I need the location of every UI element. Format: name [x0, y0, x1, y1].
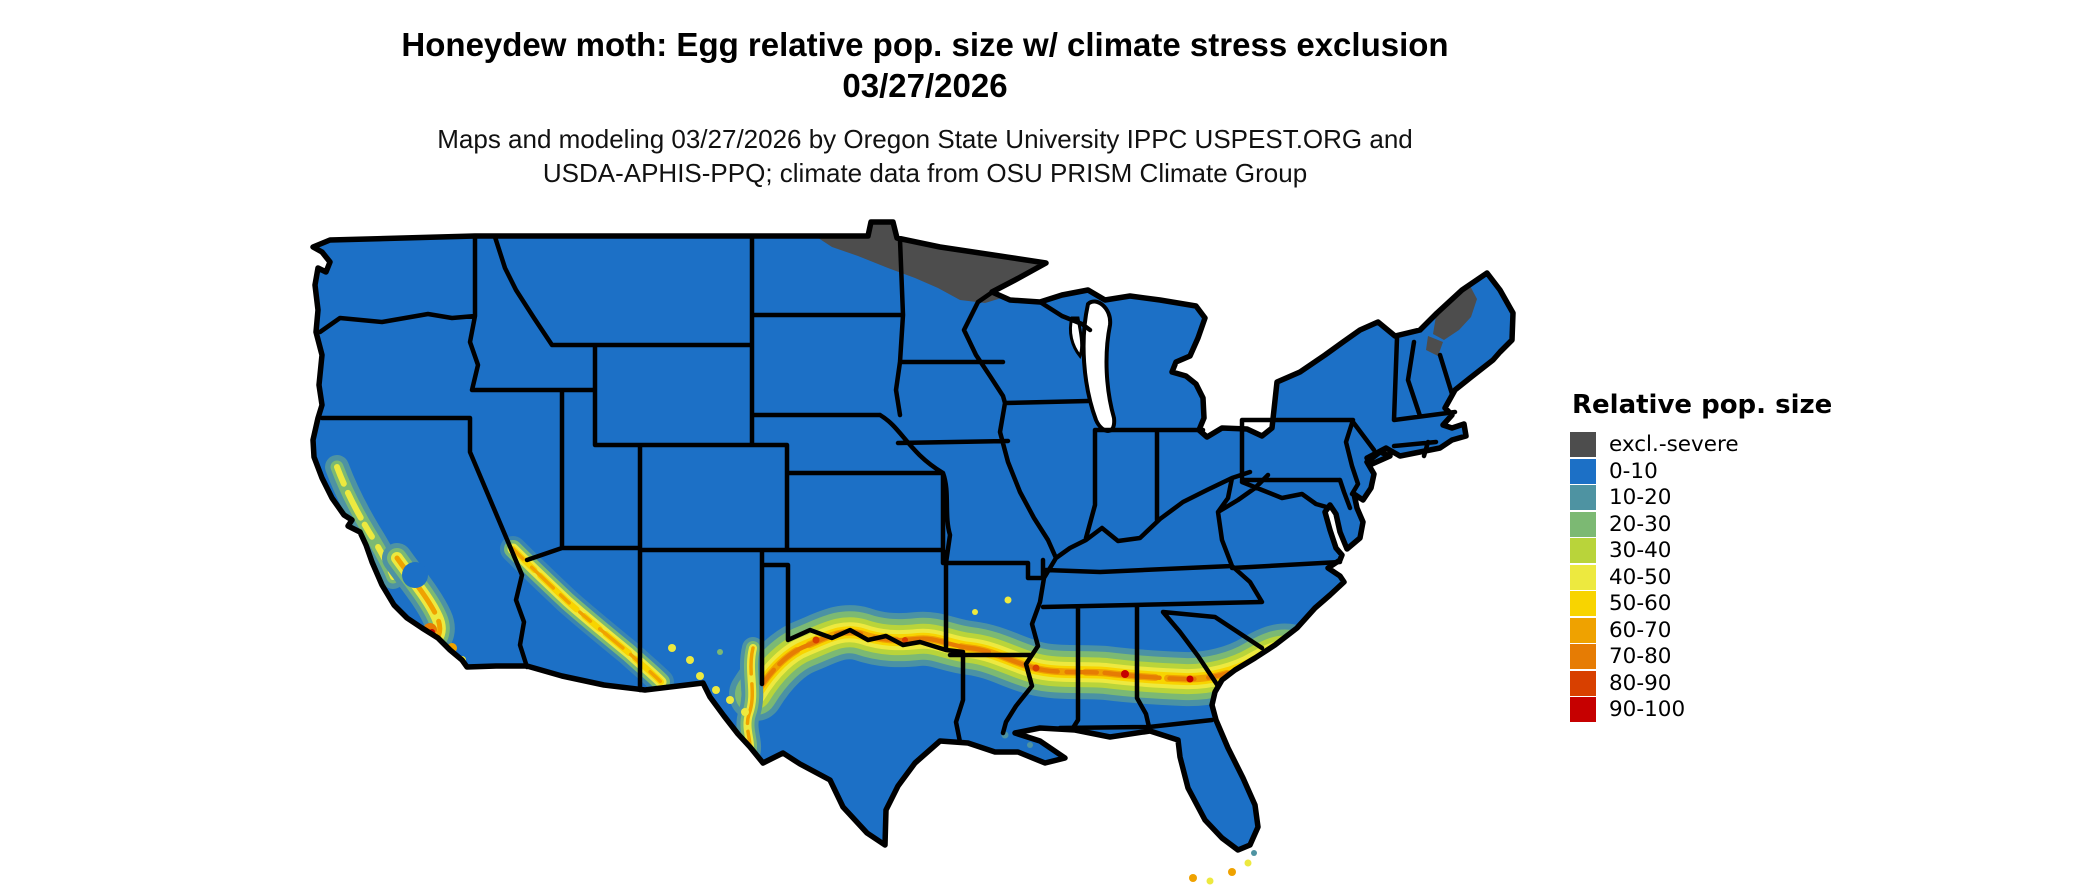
heat-layers: [325, 222, 1477, 765]
misc-specks: [972, 596, 1033, 748]
legend-label: 30-40: [1609, 538, 1672, 563]
legend-item: 10-20: [1570, 485, 1870, 510]
legend-item: 90-100: [1570, 697, 1870, 722]
legend-label: 20-30: [1609, 511, 1672, 537]
legend-label: 0-10: [1609, 458, 1658, 484]
legend-label: 40-50: [1609, 564, 1672, 590]
arizona-band: [500, 536, 674, 695]
legend-item: 60-70: [1570, 617, 1870, 643]
subtitle-block: Maps and modeling 03/27/2026 by Oregon S…: [0, 122, 1850, 190]
exclusion-nh-vt: [1426, 336, 1443, 356]
legend-title: Relative pop. size: [1572, 390, 1833, 420]
legend-swatch-0-10: [1570, 458, 1596, 484]
legend-item: 70-80: [1570, 644, 1870, 669]
legend-swatch-20-30: [1570, 511, 1596, 537]
exclusion-north: [806, 222, 1046, 303]
south-band: [729, 605, 1317, 721]
legend-swatch-40-50: [1570, 564, 1596, 590]
legend-label: 80-90: [1609, 670, 1672, 696]
legend-item: 20-30: [1570, 511, 1870, 537]
legend-label: 60-70: [1609, 617, 1672, 643]
legend-swatch-70-80: [1570, 644, 1596, 669]
legend-label: excl.-severe: [1609, 432, 1739, 457]
legend-swatch-50-60: [1570, 591, 1596, 616]
legend-label: 50-60: [1609, 591, 1672, 616]
legend-item: 30-40: [1570, 538, 1870, 563]
legend-item: 80-90: [1570, 670, 1870, 696]
map-subtitle-line2: USDA-APHIS-PPQ; climate data from OSU PR…: [542, 158, 1308, 188]
legend-item: excl.-severe: [1570, 432, 1870, 457]
lake-michigan: [1081, 299, 1117, 433]
legend-swatch-10-20: [1570, 485, 1596, 510]
map-title-date: 03/27/2026: [842, 67, 1008, 104]
legend-item: 0-10: [1570, 458, 1870, 484]
legend: Relative pop. size excl.-severe 0-10 10-…: [1570, 390, 1870, 724]
state-borders: [317, 233, 1458, 745]
legend-swatch-90-100: [1570, 697, 1596, 722]
valley-blue-hole: [402, 562, 428, 588]
map-subtitle-line1: Maps and modeling 03/27/2026 by Oregon S…: [437, 124, 1413, 154]
legend-label: 10-20: [1609, 485, 1672, 510]
legend-swatch-80-90: [1570, 670, 1596, 696]
west-texas-strip: [736, 637, 764, 765]
legend-item: 40-50: [1570, 564, 1870, 590]
legend-label: 90-100: [1609, 697, 1686, 722]
legend-label: 70-80: [1609, 644, 1672, 669]
legend-swatch-60-70: [1570, 617, 1596, 643]
title-block: Honeydew moth: Egg relative pop. size w/…: [0, 24, 1850, 106]
legend-item: 50-60: [1570, 591, 1870, 616]
legend-swatch-excl-severe: [1570, 432, 1596, 457]
legend-swatch-30-40: [1570, 538, 1596, 563]
map-title: Honeydew moth: Egg relative pop. size w/…: [401, 26, 1449, 63]
florida-keys-specks: [1189, 850, 1257, 885]
new-mexico-specks: [668, 644, 749, 716]
